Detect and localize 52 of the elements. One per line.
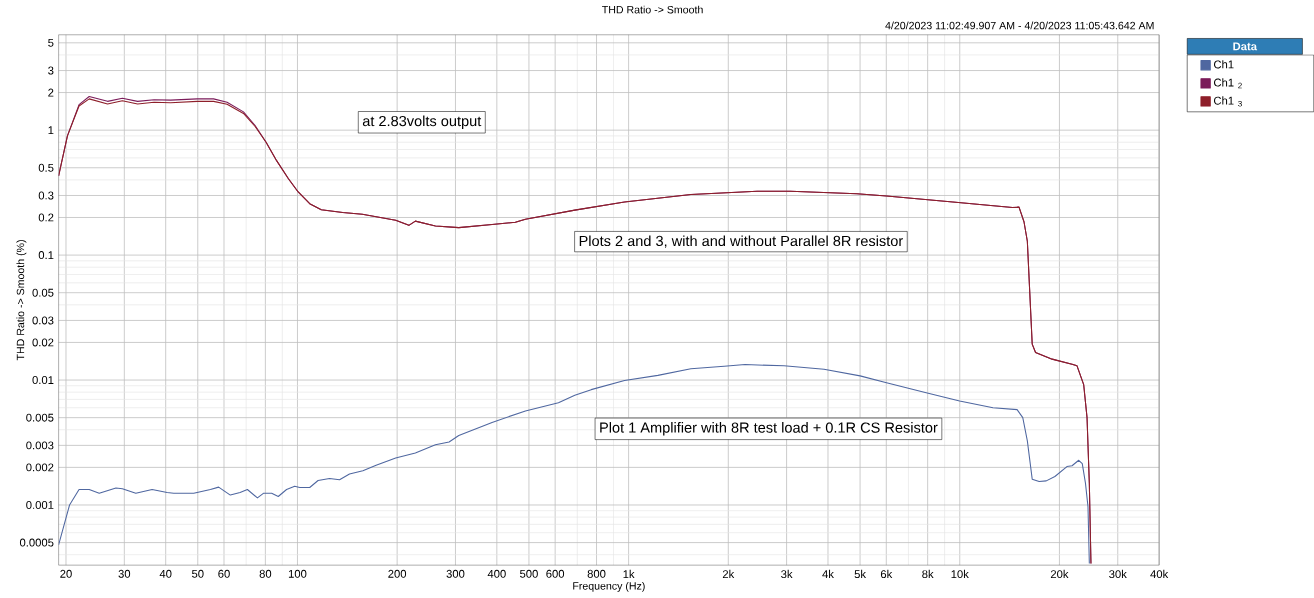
- annotation: Plot 1 Amplifier with 8R test load + 0.1R CS Resistor: [600, 422, 938, 436]
- x-axis-title: Frequency (Hz): [573, 581, 645, 592]
- y-tick-label: 0.005: [26, 413, 54, 422]
- annotation: Plots 2 and 3, with and without Parallel 8R resistor: [579, 235, 903, 248]
- y-tick-label: 0.003: [26, 441, 54, 450]
- x-tick-label: 80: [259, 569, 272, 578]
- x-tick-label: 30: [118, 569, 131, 578]
- y-tick-label: 0.3: [38, 191, 54, 200]
- x-tick-label: 30k: [1109, 569, 1127, 579]
- x-tick-label: 300: [446, 569, 465, 578]
- x-tick-label: 8k: [922, 569, 934, 579]
- y-tick-label: 0.01: [32, 376, 54, 385]
- y-axis-title: THD Ratio -> Smooth (%): [16, 240, 27, 361]
- x-tick-label: 40k: [1150, 569, 1169, 579]
- y-tick-label: 0.2: [38, 213, 54, 222]
- legend-label: Ch1 $_{3}$: [1214, 96, 1242, 107]
- y-tick-label: 0.03: [32, 316, 54, 325]
- y-tick-label: 1: [48, 126, 54, 135]
- x-tick-label: 1k: [623, 569, 635, 579]
- chart-subtitle: 4/20/2023 11:02:49.907 AM - 4/20/2023 11:05:43.642 AM: [885, 21, 1154, 30]
- y-tick-label: 0.02: [32, 338, 54, 347]
- x-tick-label: 10k: [951, 569, 969, 579]
- x-tick-label: 100: [288, 569, 307, 578]
- y-tick-label: 0.002: [26, 463, 54, 472]
- x-tick-label: 50: [191, 569, 204, 578]
- x-tick-label: 200: [388, 569, 407, 578]
- x-tick-label: 6k: [880, 569, 893, 579]
- x-tick-label: 60: [218, 569, 230, 578]
- y-tick-label: 5: [48, 38, 54, 47]
- chart-title: THD Ratio -> Smooth: [602, 5, 703, 14]
- y-tick-label: 0.001: [26, 501, 54, 509]
- x-tick-label: 20: [60, 569, 72, 578]
- x-tick-label: 4k: [822, 569, 834, 579]
- x-tick-label: 600: [546, 569, 565, 578]
- x-tick-label: 500: [519, 569, 538, 578]
- legend-title: Data: [1233, 42, 1258, 51]
- legend-label: Ch1 $_{2}$: [1214, 78, 1242, 89]
- x-tick-label: 800: [587, 569, 606, 578]
- legend-label: Ch1: [1214, 60, 1234, 69]
- x-tick-label: 3k: [781, 569, 793, 579]
- x-tick-label: 400: [487, 569, 506, 578]
- y-tick-label: 2: [48, 88, 54, 97]
- y-tick-label: 0.05: [32, 288, 54, 297]
- x-tick-label: 2k: [722, 569, 735, 579]
- x-tick-label: 20k: [1050, 569, 1069, 579]
- y-tick-label: 0.5: [38, 163, 54, 172]
- y-tick-label: 0.0005: [19, 538, 54, 547]
- x-tick-label: 5k: [854, 569, 867, 579]
- y-tick-label: 3: [48, 66, 54, 75]
- annotation: at 2.83volts output: [362, 115, 482, 130]
- x-tick-label: 40: [159, 569, 172, 578]
- y-tick-label: 0.1: [38, 251, 54, 260]
